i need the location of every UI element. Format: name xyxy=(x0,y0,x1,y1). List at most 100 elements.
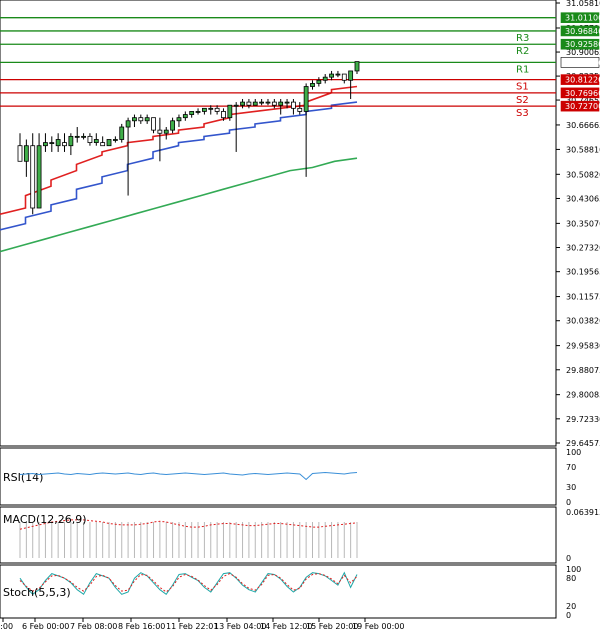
candle-body xyxy=(81,135,86,138)
candle-body xyxy=(182,114,188,119)
rsi-axis: 100 70 30 0 xyxy=(566,448,581,507)
price-box-label: 31.01100 xyxy=(565,14,600,23)
candle-body xyxy=(284,101,290,104)
candles xyxy=(17,61,360,215)
candle-body xyxy=(36,145,42,209)
macd-tick-label: 0 xyxy=(566,554,571,563)
price-pane-frame xyxy=(0,0,557,447)
candle-body xyxy=(144,117,150,122)
level-label-r3: R3 xyxy=(516,33,529,44)
price-box-label: 30.72700 xyxy=(565,102,600,111)
price-tick-label: 29.64575 xyxy=(566,439,600,448)
price-tick-label: 31.05810 xyxy=(566,0,600,8)
time-tick-label: 13 Feb 04:00 xyxy=(214,622,266,631)
price-tick-label: 30.03820 xyxy=(566,317,600,326)
macd-label: MACD(12,26,9) xyxy=(3,513,87,526)
price-box xyxy=(560,100,600,112)
time-tick-label: 6 Feb 00:00 xyxy=(22,622,69,631)
candle-body xyxy=(214,107,220,112)
candle-body xyxy=(163,129,169,134)
price-tick-label: 30.27320 xyxy=(566,244,600,253)
candle-body xyxy=(252,101,258,106)
candle-body xyxy=(132,117,137,122)
macd-signal-polyline xyxy=(19,519,358,530)
candle-body xyxy=(87,135,93,143)
candle-body xyxy=(329,73,334,78)
level-label-s3: S3 xyxy=(516,108,529,119)
candle-body xyxy=(201,107,207,112)
level-label-s1: S1 xyxy=(516,82,529,93)
level-label-s2: S2 xyxy=(516,95,529,106)
rsi-label: RSI(14) xyxy=(3,471,43,484)
price-tick-label: 30.66665 xyxy=(566,121,600,130)
rsi-tick-label: 30 xyxy=(566,483,576,492)
support-resistance-lines: R3 R2 R1 S1 S2 S3 xyxy=(0,17,556,119)
time-tick-label: 15 Feb 20:00 xyxy=(306,622,358,631)
price-axis: 31.0581030.9779030.9006530.8235030.74655… xyxy=(556,0,600,448)
candle-body xyxy=(100,142,106,147)
candle-body xyxy=(348,70,354,81)
candle-body xyxy=(195,111,201,113)
candle-body xyxy=(208,107,214,110)
rsi-pane: 100 70 30 0 RSI(14) xyxy=(0,447,581,507)
candle-body xyxy=(291,101,296,109)
candle-body xyxy=(240,101,245,106)
candle-body xyxy=(310,83,315,87)
candle-body xyxy=(106,139,112,147)
price-pane: R3 R2 R1 S1 S2 S3 31.0581030.9779030.9006530.… xyxy=(0,0,600,448)
candle-body xyxy=(93,139,99,143)
price-tick-label: 29.72330 xyxy=(566,415,600,424)
macd-axis: 0.063913 0 xyxy=(566,508,600,563)
macd-signal-line xyxy=(19,519,358,530)
candle-body xyxy=(259,101,265,104)
candle-body xyxy=(316,79,322,84)
time-tick-label: 11 Feb 22:01 xyxy=(166,622,218,631)
time-tick-label: 00:00 xyxy=(0,622,13,631)
stoch-lines xyxy=(19,571,358,596)
time-tick-label: 8 Feb 16:00 xyxy=(118,622,165,631)
price-box xyxy=(560,87,600,99)
candle-body xyxy=(55,139,61,147)
price-box-label: 30.81220 xyxy=(565,76,600,85)
price-tick-label: 30.43065 xyxy=(566,194,600,203)
price-box-label: 30.92580 xyxy=(565,40,600,49)
candle-body xyxy=(189,111,195,115)
price-tick-label: 30.50820 xyxy=(566,170,600,179)
candle-body xyxy=(246,101,252,106)
candle-body xyxy=(176,117,182,122)
price-box xyxy=(560,25,600,37)
time-tick-label: 7 Feb 08:00 xyxy=(70,622,117,631)
rsi-tick-label: 100 xyxy=(566,448,581,457)
candle-body xyxy=(43,142,48,147)
rsi-tick-label: 0 xyxy=(566,498,571,507)
price-box-label: 30.76960 xyxy=(565,89,600,98)
macd-histogram xyxy=(19,522,358,558)
price-tick-label: 30.58810 xyxy=(566,145,600,154)
stoch-tick-label: 20 xyxy=(566,602,576,611)
stoch-tick-label: 80 xyxy=(566,574,576,583)
candle-body xyxy=(278,101,284,106)
price-tick-label: 29.95830 xyxy=(566,342,600,351)
candle-body xyxy=(221,111,226,119)
candle-body xyxy=(335,73,341,76)
ma-blue-line xyxy=(0,101,358,231)
rsi-line xyxy=(19,471,358,481)
candle-body xyxy=(271,101,277,106)
price-box xyxy=(560,38,600,50)
candle-body xyxy=(125,120,131,128)
price-tick-label: 29.88075 xyxy=(566,366,600,375)
candle-body xyxy=(74,135,80,138)
level-label-r1: R1 xyxy=(516,64,529,75)
time-axis: 00:00 6 Feb 00:007 Feb 08:008 Feb 16:0011… xyxy=(0,618,404,631)
price-tick-label: 30.35070 xyxy=(566,219,600,228)
candle-body xyxy=(170,120,176,131)
stoch-tick-label: 0 xyxy=(566,611,571,620)
candle-body xyxy=(23,145,29,162)
price-box xyxy=(560,57,600,68)
ma-green-line xyxy=(0,157,358,253)
candle-body xyxy=(303,86,309,112)
candle-body xyxy=(227,104,233,119)
candle-body xyxy=(138,117,144,122)
candle-body xyxy=(265,101,271,104)
